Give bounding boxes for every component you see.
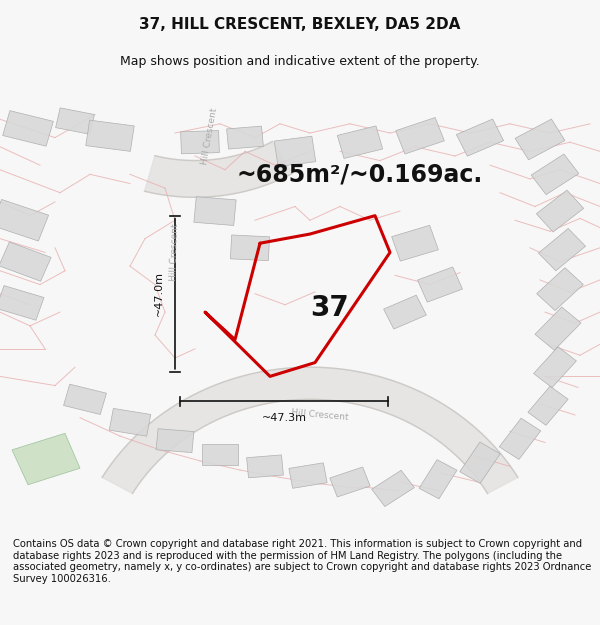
Polygon shape [330,467,370,497]
Polygon shape [533,347,577,388]
Polygon shape [156,429,194,452]
Text: Hill Crescent: Hill Crescent [291,408,349,422]
Polygon shape [181,131,220,154]
Polygon shape [102,368,518,494]
Polygon shape [194,197,236,226]
Polygon shape [528,386,568,425]
Polygon shape [419,459,457,499]
Polygon shape [371,470,415,506]
Text: Hill Crescent: Hill Crescent [169,224,181,281]
Polygon shape [64,384,106,414]
Polygon shape [0,286,44,320]
Polygon shape [536,268,583,311]
Polygon shape [538,229,586,271]
Polygon shape [86,120,134,151]
Text: ~47.3m: ~47.3m [262,412,307,422]
Polygon shape [145,141,293,198]
Polygon shape [56,108,94,134]
Polygon shape [515,119,565,160]
Polygon shape [230,235,269,261]
Polygon shape [202,444,238,465]
Text: Contains OS data © Crown copyright and database right 2021. This information is : Contains OS data © Crown copyright and d… [13,539,592,584]
Polygon shape [0,242,51,281]
Polygon shape [535,307,581,350]
Text: 37: 37 [311,294,349,321]
Text: ~47.0m: ~47.0m [154,271,164,316]
Polygon shape [2,111,53,146]
Polygon shape [395,118,445,154]
Polygon shape [12,433,80,485]
Polygon shape [247,455,283,478]
Polygon shape [109,408,151,436]
Polygon shape [457,119,503,156]
Polygon shape [418,267,463,302]
Text: ~685m²/~0.169ac.: ~685m²/~0.169ac. [237,162,483,186]
Polygon shape [536,190,584,232]
Text: 37, HILL CRESCENT, BEXLEY, DA5 2DA: 37, HILL CRESCENT, BEXLEY, DA5 2DA [139,18,461,32]
Polygon shape [274,136,316,166]
Polygon shape [383,295,427,329]
Text: Map shows position and indicative extent of the property.: Map shows position and indicative extent… [120,56,480,68]
Text: Hill Crescent: Hill Crescent [200,107,220,165]
Polygon shape [289,463,327,488]
Polygon shape [531,154,579,194]
Polygon shape [227,126,263,149]
Polygon shape [0,199,49,241]
Polygon shape [460,442,500,483]
Polygon shape [337,126,383,159]
Polygon shape [499,418,541,459]
Polygon shape [392,225,439,261]
